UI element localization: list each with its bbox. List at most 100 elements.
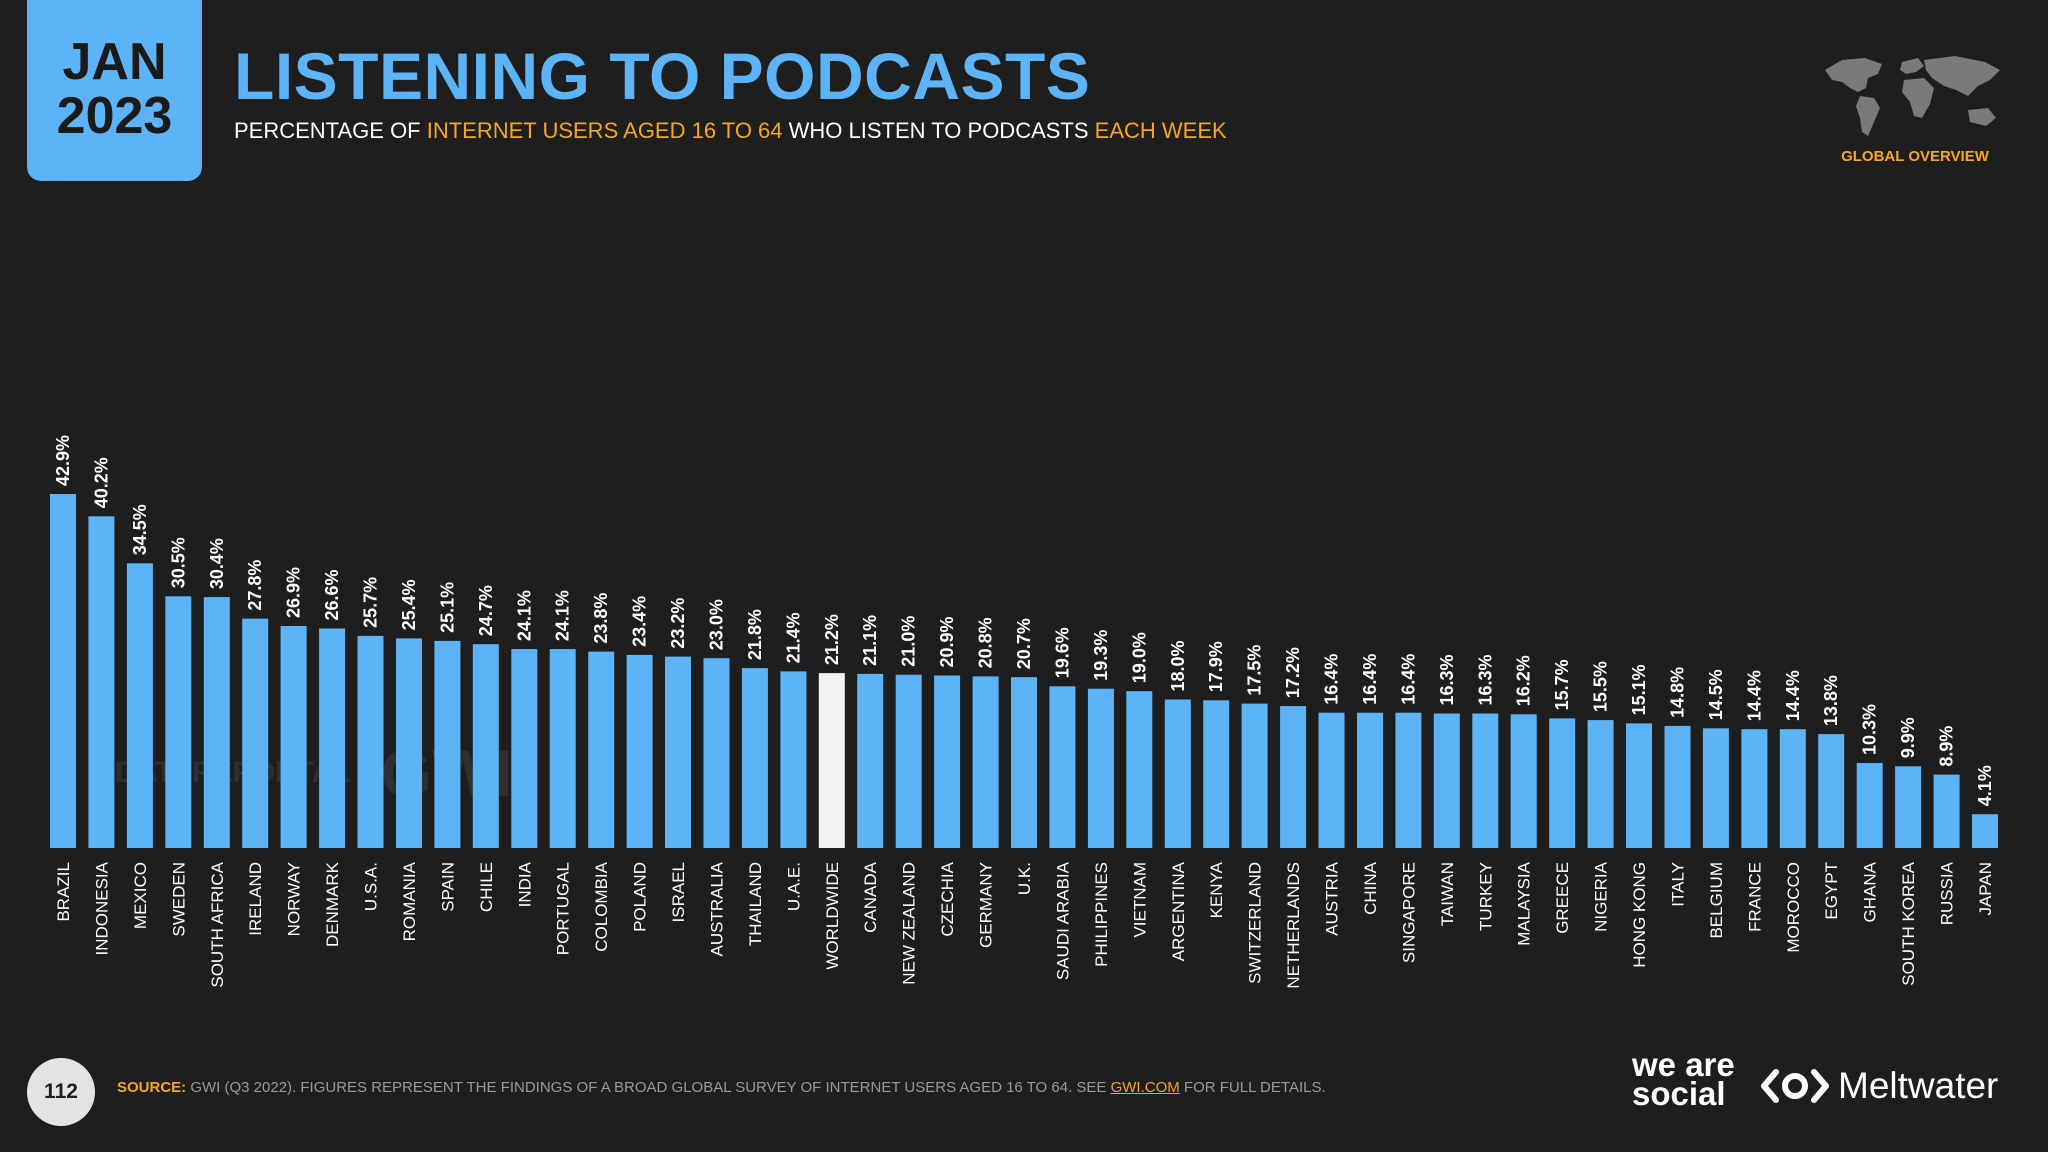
value-label: 42.9% bbox=[53, 435, 73, 486]
category-label: JAPAN bbox=[1976, 862, 1995, 916]
category-label: CHINA bbox=[1361, 861, 1380, 915]
bar-netherlands bbox=[1280, 706, 1307, 848]
bar-sweden bbox=[165, 596, 192, 848]
value-label: 30.5% bbox=[168, 537, 188, 588]
value-label: 26.9% bbox=[284, 567, 304, 618]
category-label: TURKEY bbox=[1476, 862, 1495, 931]
category-label: HONG KONG bbox=[1630, 862, 1649, 968]
category-label: SAUDI ARABIA bbox=[1053, 861, 1072, 980]
value-label: 16.4% bbox=[1398, 654, 1418, 705]
category-label: FRANCE bbox=[1745, 862, 1764, 932]
value-label: 30.4% bbox=[207, 538, 227, 589]
value-label: 13.8% bbox=[1821, 675, 1841, 726]
value-label: 17.5% bbox=[1245, 645, 1265, 696]
value-label: 16.4% bbox=[1360, 654, 1380, 705]
value-label: 17.2% bbox=[1283, 647, 1303, 698]
bar-france bbox=[1741, 729, 1768, 848]
value-label: 17.9% bbox=[1206, 641, 1226, 692]
page-number: 112 bbox=[27, 1058, 95, 1126]
bar-colombia bbox=[588, 651, 615, 848]
category-label: PORTUGAL bbox=[554, 862, 573, 955]
source-text: GWI (Q3 2022). FIGURES REPRESENT THE FIN… bbox=[186, 1079, 1111, 1096]
category-label: U.K. bbox=[1015, 862, 1034, 895]
bar-greece bbox=[1549, 718, 1576, 848]
value-label: 40.2% bbox=[91, 457, 111, 508]
bar-chart: 42.9% BRAZIL 40.2% INDONESIA 34.5% MEXICO 30.5… bbox=[50, 435, 1998, 989]
category-label: NETHERLANDS bbox=[1284, 862, 1303, 989]
subtitle-highlight-1: INTERNET USERS AGED 16 TO 64 bbox=[426, 118, 783, 143]
bar-argentina bbox=[1164, 699, 1191, 848]
value-label: 21.4% bbox=[783, 612, 803, 663]
category-label: MOROCCO bbox=[1784, 862, 1803, 953]
bar-portugal bbox=[549, 649, 576, 848]
category-label: IRELAND bbox=[246, 862, 265, 936]
bar-poland bbox=[626, 654, 653, 848]
bar-vietnam bbox=[1126, 691, 1153, 848]
date-month: JAN bbox=[62, 32, 167, 91]
category-label: ISRAEL bbox=[669, 862, 688, 922]
category-label: GHANA bbox=[1861, 861, 1880, 922]
value-label: 27.8% bbox=[245, 560, 265, 611]
value-label: 16.3% bbox=[1475, 654, 1495, 705]
value-label: 14.8% bbox=[1668, 667, 1688, 718]
bar-mexico bbox=[126, 563, 153, 848]
bar-saudi-arabia bbox=[1049, 686, 1076, 848]
bar-india bbox=[511, 649, 538, 848]
category-label: GERMANY bbox=[977, 862, 996, 948]
bar-thailand bbox=[741, 668, 768, 848]
category-label: CHILE bbox=[477, 862, 496, 912]
meltwater-logo: Meltwater bbox=[1760, 1065, 1998, 1107]
category-label: EGYPT bbox=[1822, 862, 1841, 920]
bar-japan bbox=[1972, 814, 1998, 848]
category-label: ITALY bbox=[1669, 862, 1688, 907]
value-label: 24.7% bbox=[476, 585, 496, 636]
value-label: 21.0% bbox=[899, 616, 919, 667]
value-label: 21.8% bbox=[745, 609, 765, 660]
bar-south-korea bbox=[1895, 766, 1922, 848]
bar-canada bbox=[857, 673, 884, 848]
value-label: 14.5% bbox=[1706, 669, 1726, 720]
category-label: ROMANIA bbox=[400, 861, 419, 941]
value-label: 25.4% bbox=[399, 579, 419, 630]
bar-norway bbox=[280, 626, 307, 848]
category-label: POLAND bbox=[631, 862, 650, 932]
bar-turkey bbox=[1472, 713, 1499, 848]
bar-germany bbox=[972, 676, 999, 848]
datareportal-watermark: DATAREPORTAL bbox=[115, 756, 351, 789]
value-label: 25.7% bbox=[361, 577, 381, 628]
bar-egypt bbox=[1818, 734, 1845, 848]
value-label: 19.6% bbox=[1052, 627, 1072, 678]
bar-u-a-e- bbox=[780, 671, 807, 848]
world-map-icon bbox=[1825, 56, 2000, 136]
bar-brazil bbox=[50, 494, 76, 848]
value-label: 20.7% bbox=[1014, 618, 1034, 669]
value-label: 21.1% bbox=[860, 615, 880, 666]
bar-u-s-a- bbox=[357, 635, 384, 848]
value-label: 24.1% bbox=[514, 590, 534, 641]
value-label: 23.2% bbox=[668, 598, 688, 649]
category-label: INDIA bbox=[515, 861, 534, 907]
value-label: 23.0% bbox=[707, 599, 727, 650]
source-link[interactable]: GWI.COM bbox=[1110, 1079, 1180, 1096]
bar-taiwan bbox=[1433, 713, 1460, 848]
category-label: MALAYSIA bbox=[1515, 861, 1534, 945]
bar-kenya bbox=[1203, 700, 1230, 848]
value-label: 23.4% bbox=[630, 596, 650, 647]
category-label: NEW ZEALAND bbox=[900, 862, 919, 985]
bar-south-africa bbox=[203, 597, 230, 848]
category-label: KENYA bbox=[1207, 861, 1226, 918]
category-label: SWEDEN bbox=[169, 862, 188, 937]
source-note: SOURCE: GWI (Q3 2022). FIGURES REPRESENT… bbox=[117, 1079, 1326, 1096]
value-label: 21.2% bbox=[822, 614, 842, 665]
category-label: WORLDWIDE bbox=[823, 862, 842, 970]
category-label: INDONESIA bbox=[92, 861, 111, 955]
category-label: CANADA bbox=[861, 861, 880, 933]
bar-romania bbox=[396, 638, 422, 848]
bar-russia bbox=[1933, 774, 1960, 848]
bar-czechia bbox=[934, 675, 961, 848]
subtitle-part-1: PERCENTAGE OF bbox=[234, 118, 427, 143]
category-label: AUSTRIA bbox=[1323, 861, 1342, 935]
value-label: 15.7% bbox=[1552, 659, 1572, 710]
bar-indonesia bbox=[88, 516, 115, 848]
page-title: LISTENING TO PODCASTS bbox=[234, 39, 1091, 113]
